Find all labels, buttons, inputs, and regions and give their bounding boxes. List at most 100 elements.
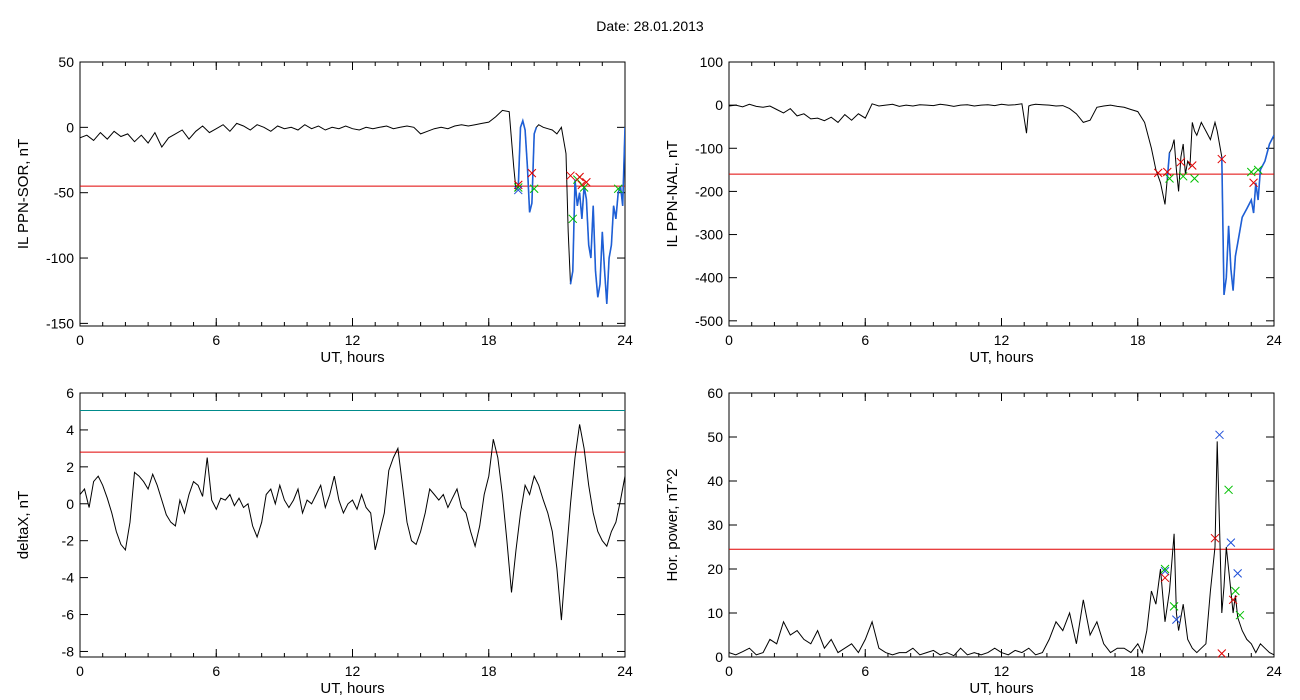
y-tick-label: 50 <box>58 54 74 70</box>
marker-stroke <box>1233 569 1243 578</box>
event-marker-red <box>1176 157 1186 167</box>
event-marker-red <box>1217 154 1227 164</box>
x-tick-label: 24 <box>617 332 633 348</box>
y-tick-label: -200 <box>695 183 723 199</box>
y-tick-label: -6 <box>62 607 75 623</box>
y-tick-label: 10 <box>707 605 723 621</box>
event-marker-green <box>513 183 523 192</box>
event-marker-green <box>1178 171 1188 181</box>
event-marker-green <box>1160 564 1170 574</box>
plot-frame <box>79 392 626 658</box>
y-tick-label: 4 <box>66 422 74 438</box>
marker-stroke <box>513 183 523 192</box>
event-marker-red <box>575 172 584 182</box>
y-tick-label: 6 <box>66 385 74 401</box>
marker-stroke <box>575 172 584 182</box>
y-tick-label: 0 <box>66 496 74 512</box>
marker-stroke <box>529 184 539 194</box>
marker-stroke <box>1228 595 1238 605</box>
marker-stroke <box>1169 602 1179 611</box>
event-marker-red <box>527 168 537 178</box>
plot-frame <box>728 61 1275 327</box>
x-tick-label: 12 <box>994 663 1010 679</box>
marker-stroke <box>1160 566 1170 576</box>
marker-stroke <box>1162 167 1172 177</box>
event-marker-blue <box>1160 566 1170 576</box>
x-tick-label: 0 <box>725 663 733 679</box>
marker-stroke <box>568 214 578 224</box>
marker-stroke <box>1190 174 1199 183</box>
data-series-line <box>80 424 625 621</box>
y-tick-label: -300 <box>695 227 723 243</box>
marker-stroke <box>566 171 575 181</box>
event-marker-red <box>1249 178 1258 188</box>
y-tick-label: 2 <box>66 459 74 475</box>
y-axis-label: Hor. power, nT^2 <box>664 469 681 582</box>
y-tick-label: -100 <box>46 250 74 266</box>
y-axis-label: IL PPN-SOR, nT <box>15 139 32 249</box>
marker-stroke <box>1176 157 1186 167</box>
y-tick-label: 0 <box>66 119 74 135</box>
y-tick-label: 100 <box>700 54 724 70</box>
marker-stroke <box>1178 171 1188 181</box>
y-tick-label: 0 <box>715 649 723 665</box>
event-marker-red <box>1187 161 1197 170</box>
x-tick-label: 12 <box>345 663 361 679</box>
event-marker-red <box>566 171 575 181</box>
x-tick-label: 6 <box>212 663 220 679</box>
data-series-line <box>729 103 1274 295</box>
substorm-segment <box>1221 134 1274 296</box>
substorm-segment <box>569 127 625 304</box>
x-tick-label: 18 <box>481 663 497 679</box>
x-tick-label: 18 <box>1130 663 1146 679</box>
y-tick-label: -2 <box>62 533 75 549</box>
event-marker-green <box>1169 602 1179 611</box>
event-marker-red <box>1210 533 1220 543</box>
marker-stroke <box>1217 154 1227 164</box>
event-marker-blue <box>1233 569 1243 578</box>
event-marker-blue <box>513 185 523 195</box>
event-marker-red <box>1228 595 1238 605</box>
marker-stroke <box>1235 610 1245 620</box>
event-marker-blue <box>1172 615 1181 624</box>
event-marker-green <box>1253 165 1263 175</box>
marker-stroke <box>1224 485 1233 495</box>
marker-stroke <box>1160 564 1170 574</box>
substorm-segment <box>1166 152 1171 179</box>
y-tick-label: 40 <box>707 473 723 489</box>
marker-stroke <box>527 168 537 178</box>
marker-stroke <box>1187 161 1197 170</box>
marker-stroke <box>1160 573 1170 583</box>
marker-stroke <box>1172 615 1181 624</box>
chart-deltax: 0 6 12 18 24 6 4 2 0 -2 -4 -6 -8 UT, hours deltaX, nT <box>15 385 633 697</box>
chart-sor: 0 6 12 18 24 50 0 -50 -100 -150 UT, hours IL PPN-SO… <box>15 54 633 366</box>
event-marker-green <box>529 184 539 194</box>
event-marker-green <box>1224 485 1233 495</box>
marker-stroke <box>1246 167 1256 177</box>
x-tick-label: 0 <box>76 663 84 679</box>
event-marker-blue <box>1226 538 1236 547</box>
y-tick-label: 50 <box>707 429 723 445</box>
event-marker-red <box>1217 649 1227 658</box>
y-tick-label: -150 <box>46 315 74 331</box>
marker-stroke <box>513 185 523 195</box>
y-tick-label: -50 <box>54 185 74 201</box>
x-tick-label: 12 <box>994 332 1010 348</box>
y-tick-label: -100 <box>695 140 723 156</box>
event-marker-green <box>1190 174 1199 183</box>
event-marker-green <box>1231 586 1240 596</box>
y-axis-label: deltaX, nT <box>15 491 32 559</box>
plot-frame <box>728 392 1275 658</box>
event-marker-red <box>1153 168 1163 178</box>
marker-stroke <box>1153 168 1163 178</box>
event-marker-red <box>1160 573 1170 583</box>
y-tick-label: 30 <box>707 517 723 533</box>
x-tick-label: 24 <box>1266 663 1282 679</box>
event-marker-green <box>613 184 623 194</box>
x-axis-label: UT, hours <box>320 349 384 366</box>
y-tick-label: 20 <box>707 561 723 577</box>
y-tick-label: -500 <box>695 313 723 329</box>
substorm-segment <box>517 118 538 213</box>
marker-stroke <box>613 184 623 194</box>
